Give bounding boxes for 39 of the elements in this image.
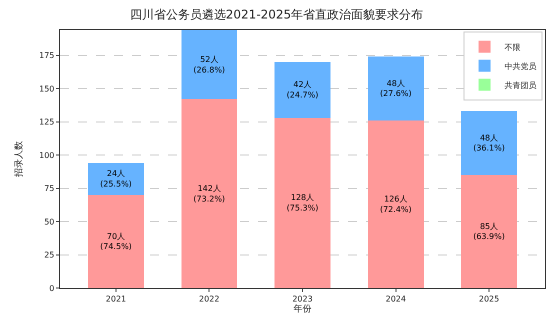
x-tick-label: 2023 <box>292 294 313 304</box>
x-tick-label: 2021 <box>106 294 126 304</box>
x-tick-label: 2025 <box>478 294 500 304</box>
y-tick-label: 75 <box>44 184 54 194</box>
y-tick-label: 0 <box>49 284 54 293</box>
bar <box>368 56 424 120</box>
data-label: 52人 (26.8%) <box>193 54 226 74</box>
y-tick-label: 25 <box>44 250 54 260</box>
data-label: 48人 (27.6%) <box>380 78 412 98</box>
data-label: 85人 (63.9%) <box>473 222 505 242</box>
bar <box>274 62 330 118</box>
y-tick-label: 50 <box>44 217 54 226</box>
data-label: 42人 (24.7%) <box>286 80 318 100</box>
y-tick-label: 175 <box>39 51 54 60</box>
legend-label: 不限 <box>504 42 521 52</box>
x-tick-label: 2022 <box>199 294 220 304</box>
chart-title: 四川省公务员遴选2021-2025年省直政治面貌要求分布 <box>130 7 424 22</box>
data-label: 70人 (74.5%) <box>100 232 132 252</box>
data-label: 24人 (25.5%) <box>100 169 132 189</box>
data-label: 142人 (73.2%) <box>193 184 226 204</box>
data-label: 48人 (36.1%) <box>473 133 505 153</box>
x-axis-title: 年份 <box>294 304 312 315</box>
bar <box>181 99 238 288</box>
y-tick-label: 100 <box>39 150 54 160</box>
bar <box>461 111 518 175</box>
bar <box>88 162 144 195</box>
bar <box>461 174 518 288</box>
data-label: 126人 (72.4%) <box>380 194 412 214</box>
bar <box>368 120 424 288</box>
y-tick-label: 150 <box>39 84 54 94</box>
bar <box>88 194 144 288</box>
legend-label: 中共党员 <box>504 62 537 71</box>
y-tick-label: 125 <box>39 118 54 127</box>
legend-label: 共青团员 <box>504 80 537 90</box>
bar <box>274 118 330 288</box>
data-label: 128人 (75.3%) <box>286 193 318 213</box>
x-tick-label: 2024 <box>386 294 406 304</box>
y-axis-title: 招录人数 <box>13 141 24 178</box>
bar <box>181 30 238 100</box>
